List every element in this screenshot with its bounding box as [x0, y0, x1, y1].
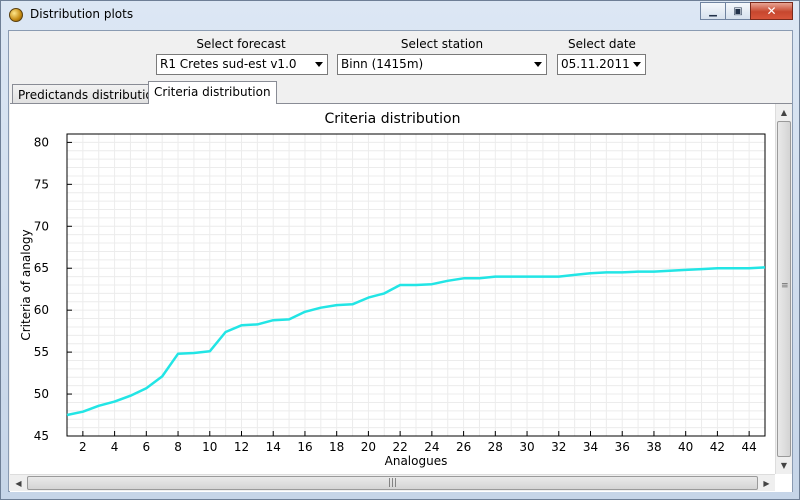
x-tick-label: 38 [646, 440, 661, 454]
x-tick-label: 2 [79, 440, 87, 454]
date-label: Select date [568, 37, 636, 51]
y-tick-label: 50 [34, 387, 49, 401]
x-tick-label: 20 [361, 440, 376, 454]
chart-panel: Criteria distribution 2 4 6 8 10 12 14 16 18 20 22… [10, 103, 792, 492]
date-select[interactable]: 05.11.2011 [557, 54, 646, 75]
x-tick-label: 6 [142, 440, 150, 454]
y-tick-label: 55 [34, 345, 49, 359]
y-tick-label: 60 [34, 303, 49, 317]
vertical-scrollbar[interactable]: ▲ ≡ ▼ [775, 104, 792, 474]
x-tick-label: 24 [424, 440, 439, 454]
station-select[interactable]: Binn (1415m) [337, 54, 547, 75]
chevron-down-icon [315, 62, 323, 67]
window-title: Distribution plots [30, 7, 134, 21]
client-area: Select forecast R1 Cretes sud-est v1.0 S… [8, 30, 793, 492]
y-tick-label: 65 [34, 261, 49, 275]
title-bar[interactable]: Distribution plots ▁ ▣ ✕ [1, 1, 799, 29]
y-axis-label: Criteria of analogy [19, 229, 33, 340]
x-tick-label: 34 [583, 440, 598, 454]
x-tick-label: 42 [710, 440, 725, 454]
vertical-scroll-thumb[interactable] [777, 121, 791, 457]
tab-criteria-distribution[interactable]: Criteria distribution [148, 81, 277, 104]
station-label: Select station [400, 37, 484, 51]
station-select-value: Binn (1415m) [341, 57, 424, 71]
y-tick-label: 75 [34, 177, 49, 191]
series-line [66, 266, 766, 417]
y-tick-label: 45 [34, 429, 49, 443]
x-tick-label: 30 [519, 440, 534, 454]
x-tick-label: 18 [329, 440, 344, 454]
x-tick-label: 10 [202, 440, 217, 454]
maximize-icon: ▣ [733, 5, 743, 17]
criteria-chart: 2 4 6 8 10 12 14 16 18 20 22 24 26 28 30 32 34 36 38 40 42 44… [19, 133, 766, 468]
scroll-down-icon[interactable]: ▼ [780, 461, 788, 470]
chevron-down-icon [633, 62, 641, 67]
scroll-right-icon[interactable]: ▶ [763, 478, 770, 488]
maximize-button[interactable]: ▣ [725, 2, 751, 20]
x-tick-label: 28 [488, 440, 503, 454]
horizontal-scrollbar[interactable]: ◀ ||| ▶ [10, 474, 775, 491]
scroll-up-icon[interactable]: ▲ [780, 108, 788, 117]
minimize-button[interactable]: ▁ [700, 2, 726, 20]
chart-title: Criteria distribution [324, 111, 461, 127]
x-tick-label: 8 [174, 440, 182, 454]
forecast-select-value: R1 Cretes sud-est v1.0 [160, 57, 297, 71]
app-icon [9, 8, 23, 22]
x-tick-label: 26 [456, 440, 471, 454]
x-tick-label: 44 [741, 440, 756, 454]
x-tick-label: 4 [111, 440, 119, 454]
tab-predictands-distribution[interactable]: Predictands distribution [12, 84, 167, 104]
forecast-label: Select forecast [196, 37, 286, 51]
chevron-down-icon [534, 62, 542, 67]
y-tick-label: 70 [34, 219, 49, 233]
horizontal-scroll-thumb[interactable] [27, 476, 758, 490]
x-tick-label: 40 [678, 440, 693, 454]
x-tick-label: 36 [615, 440, 630, 454]
x-axis-label: Analogues [385, 454, 448, 468]
date-select-value: 05.11.2011 [561, 57, 630, 71]
x-tick-label: 22 [392, 440, 407, 454]
grip-icon: ||| [388, 478, 398, 488]
minimize-icon: ▁ [709, 5, 717, 17]
close-icon: ✕ [766, 4, 777, 18]
forecast-select[interactable]: R1 Cretes sud-est v1.0 [156, 54, 328, 75]
plot-frame [66, 133, 766, 437]
x-tick-label: 12 [234, 440, 249, 454]
x-tick-label: 32 [551, 440, 566, 454]
x-tick-label: 14 [266, 440, 281, 454]
window-controls: ▁ ▣ ✕ [700, 2, 793, 20]
x-tick-label: 16 [297, 440, 312, 454]
y-tick-label: 80 [34, 135, 49, 149]
scroll-left-icon[interactable]: ◀ [15, 478, 22, 488]
close-button[interactable]: ✕ [750, 2, 793, 20]
grip-icon: ≡ [781, 281, 789, 291]
